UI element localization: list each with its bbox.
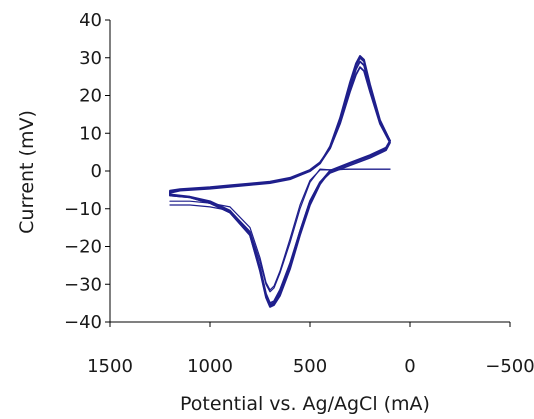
y-axis-title: Current (mV) (16, 110, 38, 234)
y-tick-label: 40 (79, 10, 102, 31)
x-tick-label: 1500 (87, 356, 133, 377)
x-ticks: 1500 1000 500 0 −500 (87, 322, 534, 377)
x-tick-label: −500 (485, 356, 534, 377)
x-axis-title: Potential vs. Ag/AgCl (mA) (180, 393, 430, 415)
y-ticks: 40 30 20 10 0 −10 −20 −30 −40 (64, 10, 110, 333)
y-tick-label: −10 (64, 199, 102, 220)
x-tick-label: 0 (404, 356, 415, 377)
series-line (169, 56, 391, 308)
y-tick-label: 0 (91, 161, 102, 182)
x-tick-label: 500 (293, 356, 327, 377)
y-tick-label: 30 (79, 48, 102, 69)
y-tick-label: 10 (79, 123, 102, 144)
series-line (169, 60, 391, 306)
series-line (169, 168, 391, 291)
plot-lines (169, 55, 391, 308)
series-line (169, 66, 391, 305)
y-tick-label: −40 (64, 312, 102, 333)
y-tick-label: 20 (79, 86, 102, 107)
y-tick-label: −30 (64, 274, 102, 295)
x-tick-label: 1000 (187, 356, 233, 377)
y-tick-label: −20 (64, 237, 102, 258)
